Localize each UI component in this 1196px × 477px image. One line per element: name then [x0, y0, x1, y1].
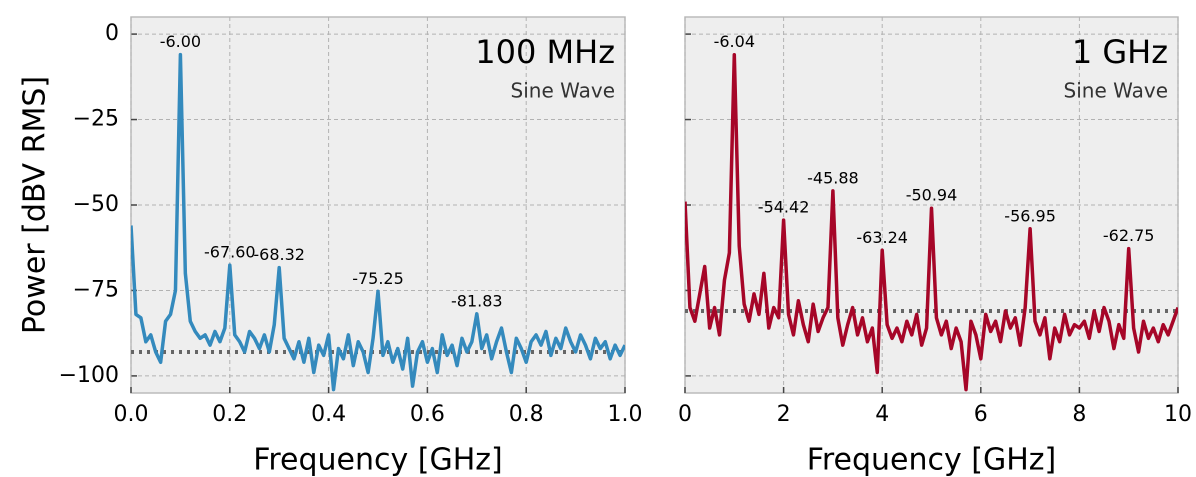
x-tick-label: 10 — [1164, 402, 1192, 427]
x-tick-label: 0.0 — [114, 402, 149, 427]
x-tick-label: 0 — [678, 402, 692, 427]
y-tick-label: −100 — [59, 363, 119, 388]
peak-label: -45.88 — [807, 168, 859, 187]
peak-label: -62.75 — [1103, 226, 1155, 245]
peak-label: -67.60 — [204, 243, 256, 262]
peak-label: -54.42 — [758, 198, 810, 217]
x-tick-label: 0.6 — [410, 402, 445, 427]
series-line — [685, 52, 1178, 392]
peak-label: -81.83 — [451, 291, 503, 310]
x-axis-label: Frequency [GHz] — [253, 443, 502, 477]
x-tick-label: 4 — [875, 402, 889, 427]
peak-label: -6.00 — [160, 32, 201, 51]
peak-label: -50.94 — [906, 186, 958, 205]
panel-subtitle: Sine Wave — [1064, 79, 1168, 103]
series-line — [131, 52, 625, 392]
panel-title: 1 GHz — [1072, 33, 1168, 71]
y-tick-label: 0 — [105, 21, 119, 46]
x-tick-label: 8 — [1072, 402, 1086, 427]
x-tick-label: 1.0 — [608, 402, 643, 427]
panel-subtitle: Sine Wave — [511, 79, 615, 103]
x-tick-label: 2 — [777, 402, 791, 427]
x-tick-label: 0.8 — [509, 402, 544, 427]
peak-label: -63.24 — [856, 228, 908, 247]
peak-label: -6.04 — [714, 32, 755, 51]
x-tick-label: 0.4 — [311, 402, 346, 427]
x-tick-label: 0.2 — [212, 402, 247, 427]
x-axis-label: Frequency [GHz] — [807, 443, 1056, 477]
peak-label: -75.25 — [352, 269, 404, 288]
y-tick-label: −50 — [73, 192, 119, 217]
panel-title: 100 MHz — [475, 33, 615, 71]
peak-label: -56.95 — [1004, 206, 1056, 225]
y-axis-label: Power [dBV RMS] — [18, 76, 53, 334]
x-tick-label: 6 — [974, 402, 988, 427]
peak-label: -68.32 — [253, 245, 305, 264]
y-tick-label: −25 — [73, 107, 119, 132]
y-tick-label: −75 — [73, 277, 119, 302]
